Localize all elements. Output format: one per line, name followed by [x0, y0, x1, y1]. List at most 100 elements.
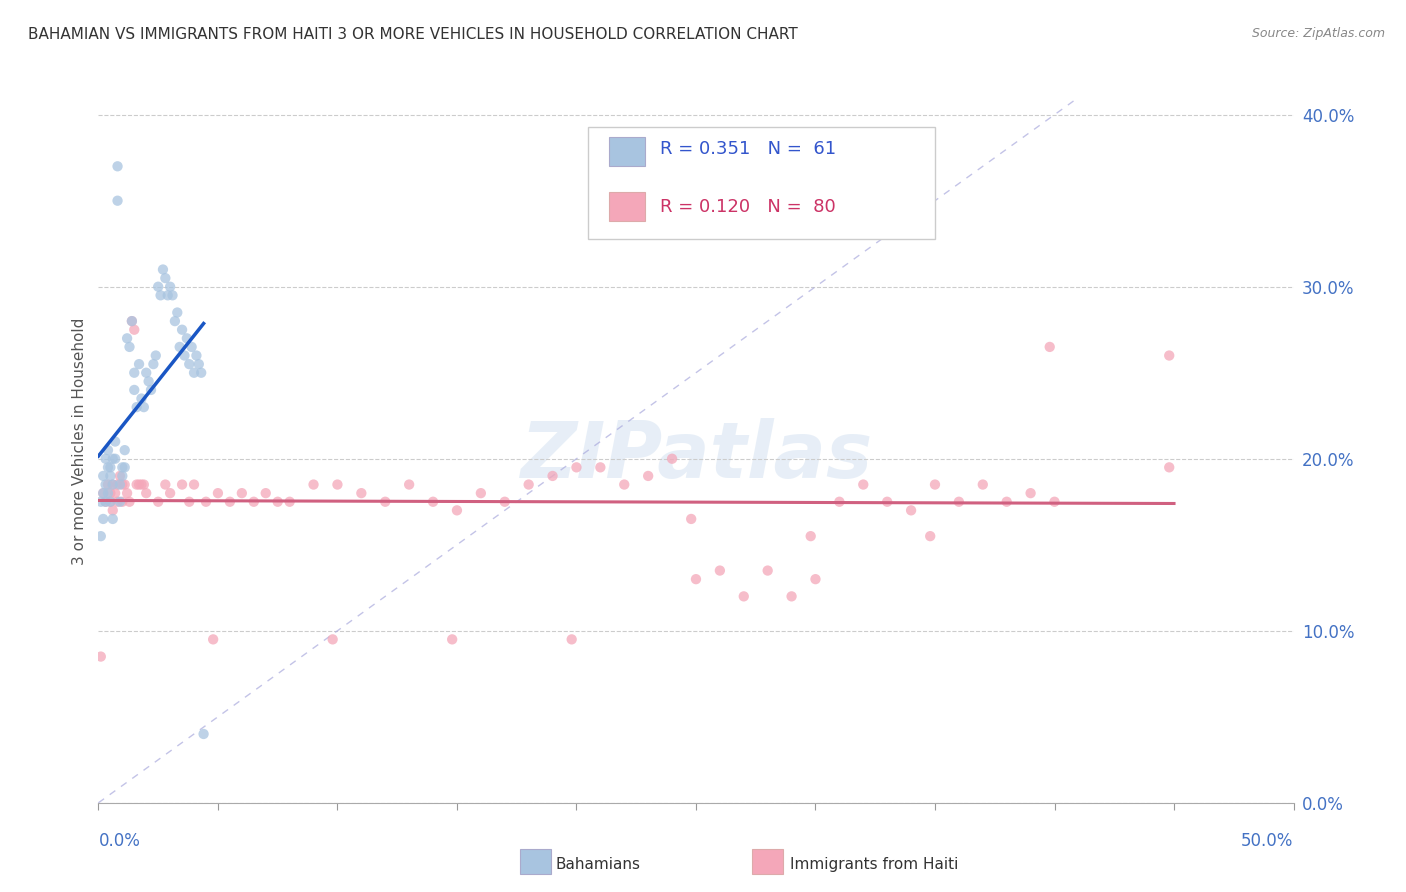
- Point: [637, 469, 659, 483]
- Point: [494, 494, 516, 508]
- Point: [111, 494, 134, 508]
- Point: [104, 451, 127, 466]
- Point: [183, 366, 205, 380]
- Point: [1039, 340, 1062, 354]
- Point: [565, 460, 588, 475]
- Point: [243, 494, 266, 508]
- Point: [326, 477, 349, 491]
- Text: Bahamians: Bahamians: [555, 857, 640, 871]
- Point: [948, 494, 970, 508]
- Point: [162, 288, 184, 302]
- Point: [681, 512, 703, 526]
- Point: [1159, 349, 1181, 363]
- Point: [924, 477, 946, 491]
- Point: [470, 486, 492, 500]
- Point: [193, 727, 215, 741]
- Point: [398, 477, 420, 491]
- Point: [94, 477, 117, 491]
- Point: [132, 477, 155, 491]
- Point: [114, 477, 136, 491]
- Point: [125, 477, 148, 491]
- Text: 0.0%: 0.0%: [98, 831, 141, 850]
- Point: [124, 323, 146, 337]
- Point: [685, 572, 707, 586]
- Point: [179, 494, 201, 508]
- Point: [91, 486, 114, 500]
- Point: [156, 288, 179, 302]
- Point: [91, 469, 114, 483]
- Point: [828, 494, 851, 508]
- Point: [219, 494, 242, 508]
- Point: [231, 486, 253, 500]
- Text: R = 0.120   N =  80: R = 0.120 N = 80: [661, 198, 835, 216]
- Point: [920, 529, 942, 543]
- Point: [139, 383, 162, 397]
- Point: [121, 314, 143, 328]
- Point: [94, 451, 117, 466]
- Point: [876, 494, 898, 508]
- Point: [98, 460, 122, 475]
- Point: [254, 486, 277, 500]
- Text: 50.0%: 50.0%: [1241, 831, 1294, 850]
- Point: [90, 529, 112, 543]
- Point: [422, 494, 444, 508]
- Text: BAHAMIAN VS IMMIGRANTS FROM HAITI 3 OR MORE VEHICLES IN HOUSEHOLD CORRELATION CH: BAHAMIAN VS IMMIGRANTS FROM HAITI 3 OR M…: [28, 27, 797, 42]
- Point: [159, 486, 181, 500]
- Point: [183, 477, 205, 491]
- Point: [195, 494, 218, 508]
- Point: [101, 503, 124, 517]
- Point: [114, 443, 136, 458]
- Point: [104, 486, 127, 500]
- Point: [111, 469, 134, 483]
- Text: Source: ZipAtlas.com: Source: ZipAtlas.com: [1251, 27, 1385, 40]
- Point: [166, 305, 188, 319]
- Point: [661, 451, 683, 466]
- Point: [1043, 494, 1066, 508]
- Point: [148, 279, 170, 293]
- Point: [111, 477, 134, 491]
- Point: [804, 572, 827, 586]
- Point: [111, 460, 134, 475]
- Point: [94, 494, 117, 508]
- Point: [149, 288, 172, 302]
- Y-axis label: 3 or more Vehicles in Household: 3 or more Vehicles in Household: [72, 318, 87, 566]
- Point: [176, 331, 198, 345]
- Point: [94, 494, 117, 508]
- Point: [131, 477, 153, 491]
- Point: [107, 194, 129, 208]
- Point: [107, 159, 129, 173]
- Point: [128, 357, 150, 371]
- Point: [98, 494, 122, 508]
- Point: [163, 314, 186, 328]
- Point: [155, 477, 177, 491]
- Point: [148, 494, 170, 508]
- Point: [202, 632, 225, 647]
- Point: [107, 494, 129, 508]
- Point: [91, 486, 114, 500]
- Point: [267, 494, 290, 508]
- Point: [172, 477, 194, 491]
- Point: [350, 486, 373, 500]
- Point: [128, 477, 150, 491]
- Point: [98, 486, 122, 500]
- Point: [972, 477, 994, 491]
- Point: [132, 400, 155, 414]
- Point: [322, 632, 344, 647]
- Point: [101, 512, 124, 526]
- Point: [152, 262, 174, 277]
- Point: [90, 649, 112, 664]
- Point: [207, 486, 229, 500]
- Point: [131, 392, 153, 406]
- Point: [733, 590, 755, 604]
- Text: ZIPatlas: ZIPatlas: [520, 418, 872, 494]
- Point: [541, 469, 564, 483]
- Point: [1159, 460, 1181, 475]
- Point: [173, 349, 195, 363]
- Point: [561, 632, 583, 647]
- Point: [98, 469, 122, 483]
- Point: [97, 460, 120, 475]
- Point: [852, 477, 875, 491]
- Point: [115, 486, 138, 500]
- Point: [1019, 486, 1042, 500]
- Point: [118, 494, 141, 508]
